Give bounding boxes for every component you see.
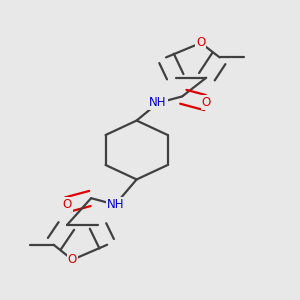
Text: O: O <box>68 253 77 266</box>
Text: O: O <box>196 36 206 50</box>
Text: O: O <box>202 96 211 110</box>
Text: O: O <box>62 198 72 211</box>
Text: NH: NH <box>149 96 167 110</box>
Text: NH: NH <box>106 198 124 211</box>
